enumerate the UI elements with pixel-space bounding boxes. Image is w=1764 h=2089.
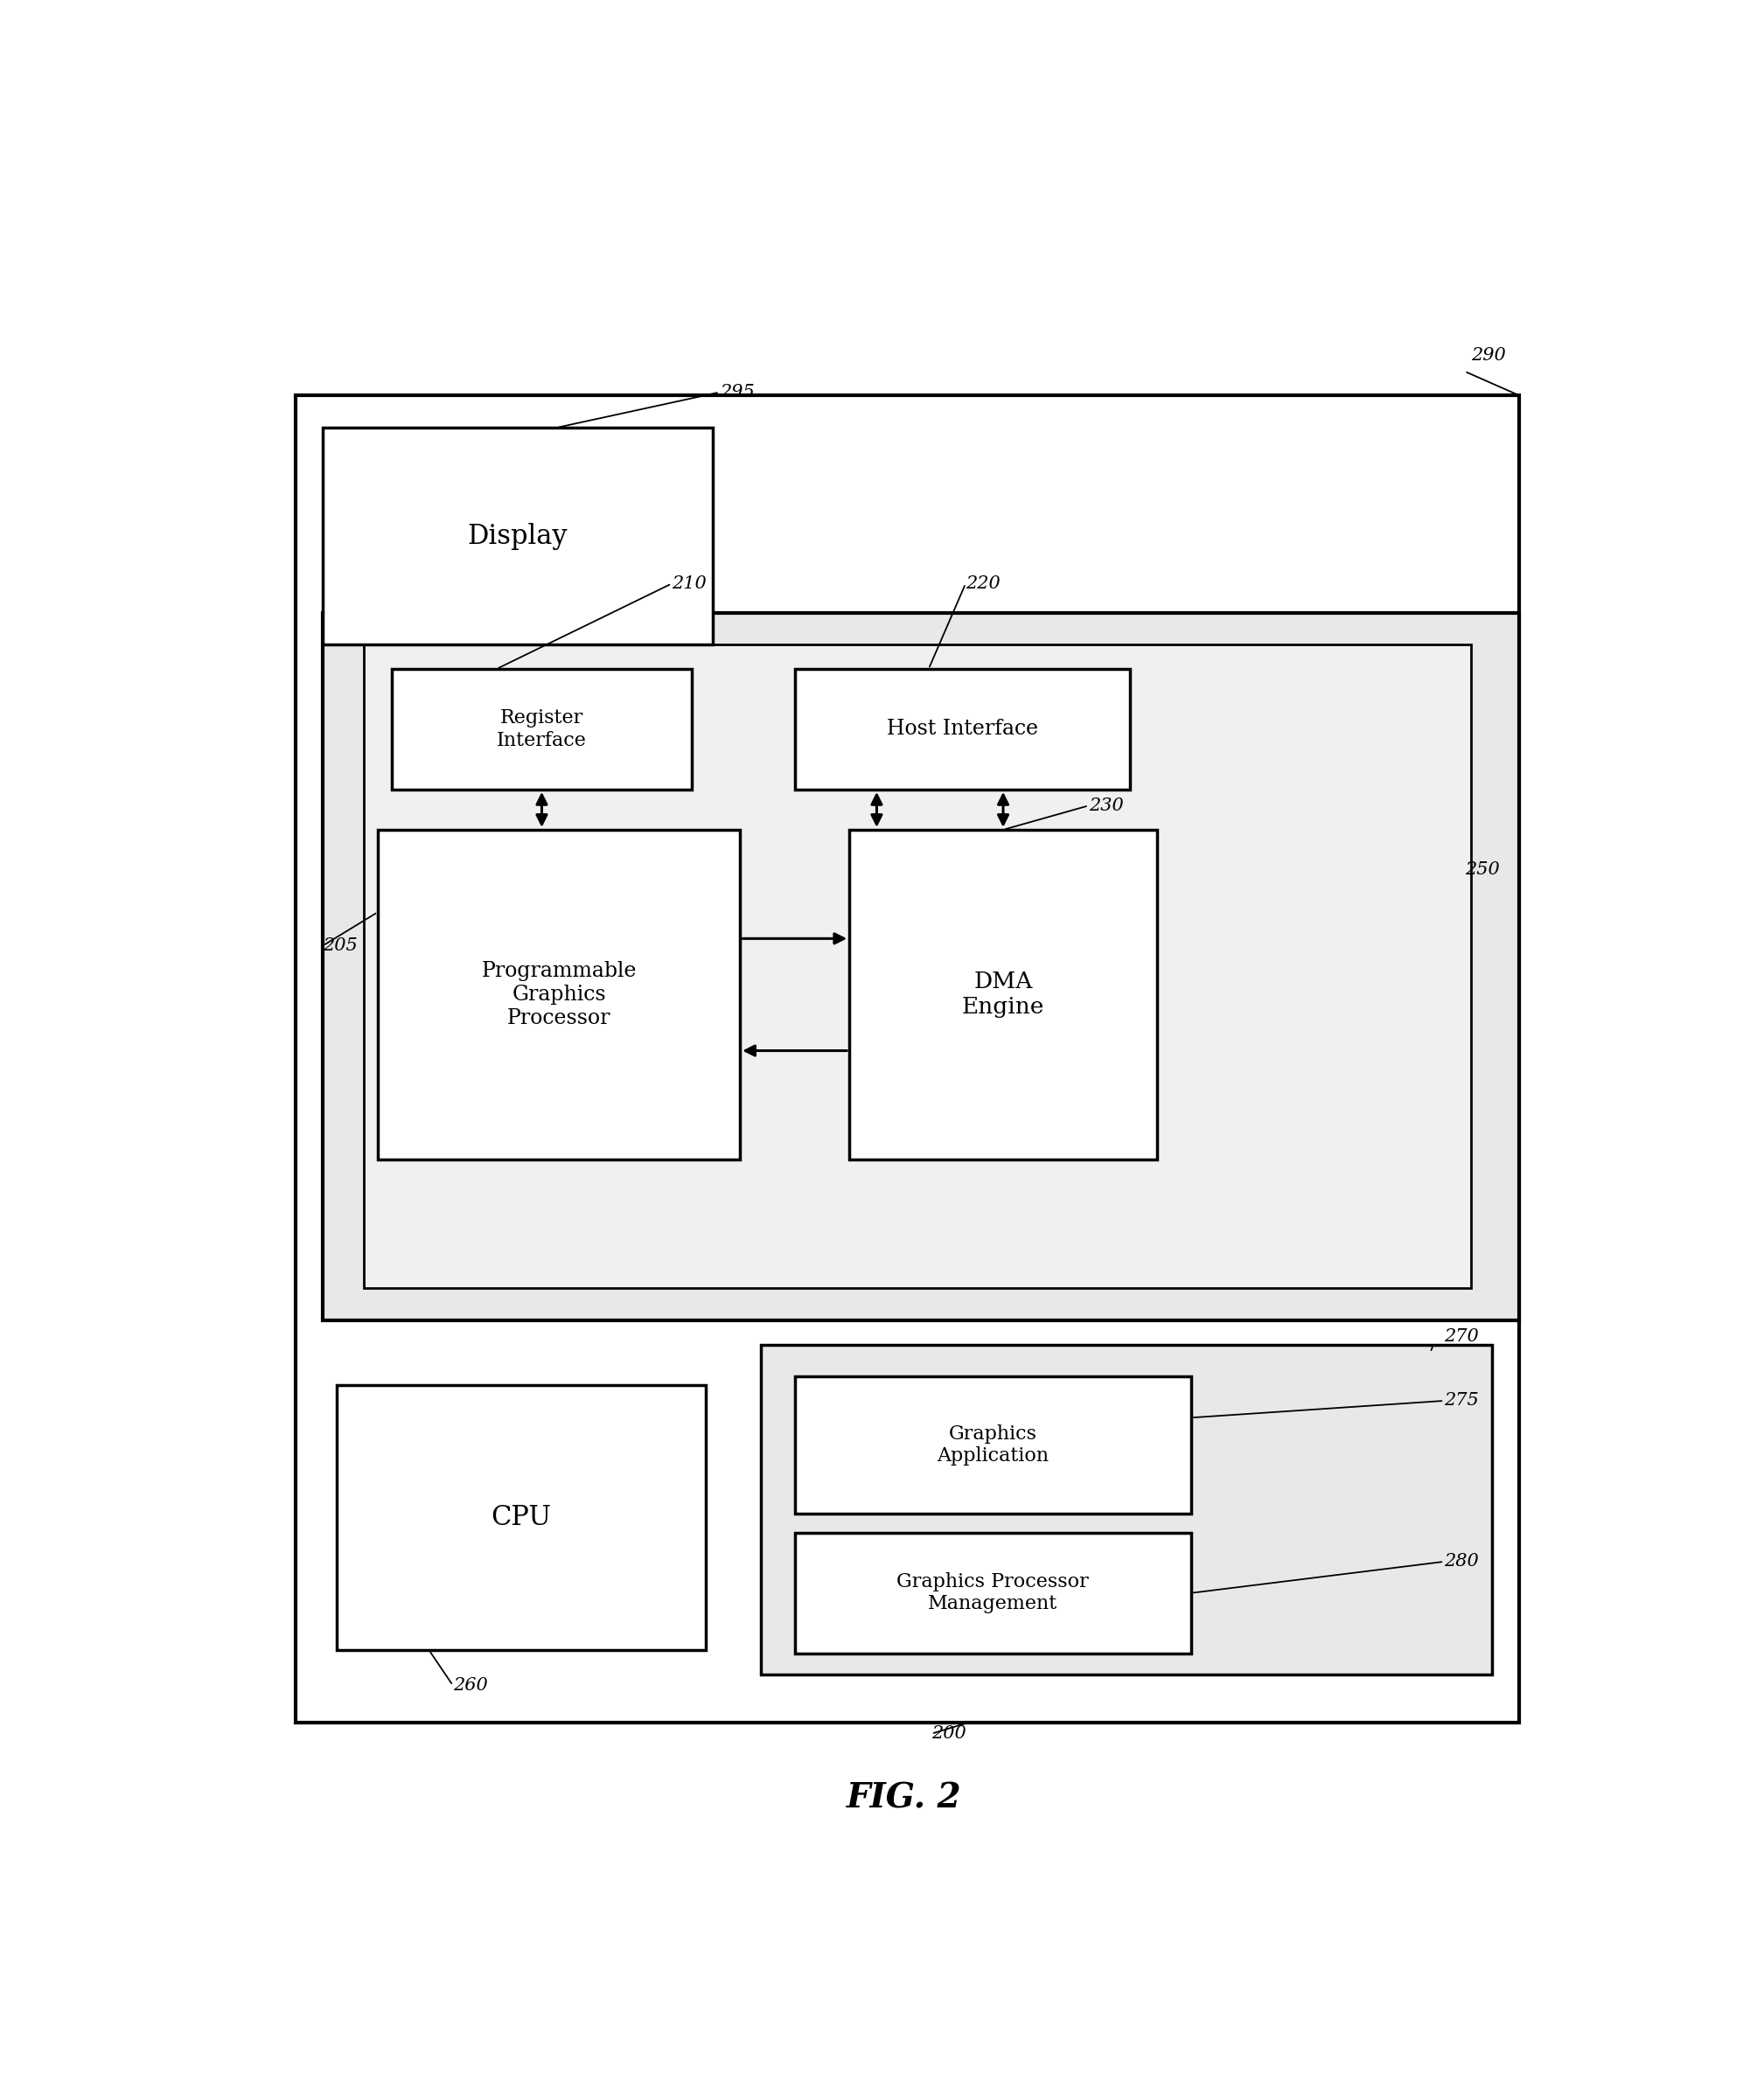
Text: Display: Display [467, 522, 568, 549]
Bar [794, 668, 1129, 790]
Text: 205: 205 [323, 938, 358, 955]
Text: 280: 280 [1445, 1554, 1478, 1571]
Text: 210: 210 [672, 574, 706, 591]
Text: 270: 270 [1445, 1329, 1478, 1345]
Bar [794, 1377, 1191, 1512]
Text: 250: 250 [1464, 861, 1499, 877]
Bar [323, 612, 1519, 1320]
Bar [794, 1533, 1191, 1652]
Text: 260: 260 [453, 1677, 487, 1694]
Bar [337, 1385, 706, 1650]
Text: Graphics Processor
Management: Graphics Processor Management [896, 1573, 1088, 1613]
Text: Programmable
Graphics
Processor: Programmable Graphics Processor [482, 961, 637, 1028]
Bar [377, 829, 741, 1159]
Bar [760, 1345, 1492, 1673]
Text: 200: 200 [931, 1726, 967, 1742]
Bar [363, 646, 1471, 1289]
Bar [296, 395, 1519, 1723]
Text: Graphics
Application: Graphics Application [937, 1425, 1050, 1466]
Text: CPU: CPU [490, 1504, 552, 1531]
Text: Host Interface: Host Interface [887, 719, 1037, 740]
Bar [850, 829, 1157, 1159]
Text: 295: 295 [720, 384, 755, 401]
Text: FIG. 2: FIG. 2 [847, 1782, 961, 1815]
Text: 220: 220 [965, 574, 1000, 591]
Text: Register
Interface: Register Interface [497, 708, 587, 750]
Text: 290: 290 [1471, 347, 1506, 363]
Bar [392, 668, 691, 790]
Bar [323, 428, 713, 646]
Text: 230: 230 [1088, 798, 1124, 815]
Text: 275: 275 [1445, 1393, 1478, 1410]
Text: DMA
Engine: DMA Engine [961, 971, 1044, 1017]
